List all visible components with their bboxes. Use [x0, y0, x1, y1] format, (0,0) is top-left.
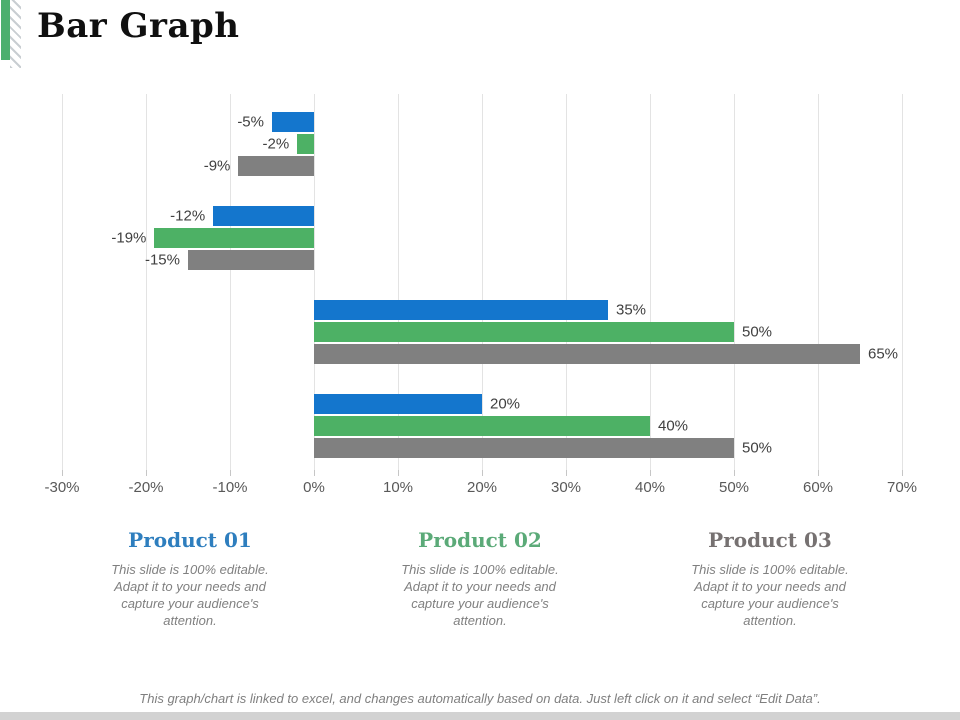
bar-value-label: -12%: [170, 207, 206, 225]
gridline: [62, 94, 63, 470]
product-03-description: This slide is 100% editable. Adapt it to…: [691, 562, 849, 629]
product-03-title: Product 03: [708, 528, 832, 552]
product-03-block: Product 03 This slide is 100% editable. …: [675, 528, 865, 630]
gridline: [482, 94, 483, 470]
axis-tick-label: -10%: [212, 479, 248, 496]
page-title: Bar Graph: [37, 6, 240, 46]
axis-tick-label: 0%: [303, 479, 325, 496]
bar-value-label: 50%: [742, 323, 773, 341]
bar-product-02: [154, 228, 314, 248]
gridline: [650, 94, 651, 470]
bar-product-03: [314, 438, 734, 458]
bar-value-label: 20%: [490, 395, 521, 413]
axis-tick-label: 30%: [550, 479, 582, 496]
axis-tick-label: 40%: [634, 479, 666, 496]
footer-note: This graph/chart is linked to excel, and…: [139, 691, 821, 706]
axis-tick: [902, 470, 903, 476]
gridline: [734, 94, 735, 470]
gridline: [314, 94, 315, 470]
bottom-band-decoration: [0, 712, 960, 720]
axis-tick-label: 50%: [718, 479, 750, 496]
green-bar-decoration: [1, 0, 10, 60]
gridline: [230, 94, 231, 470]
bar-product-02: [297, 134, 314, 154]
axis-tick: [62, 470, 63, 476]
axis-tick: [230, 470, 231, 476]
gridline: [146, 94, 147, 470]
axis-tick: [566, 470, 567, 476]
bar-product-03: [238, 156, 314, 176]
axis-tick-label: 20%: [466, 479, 498, 496]
bar-product-02: [314, 322, 734, 342]
axis-tick-label: -20%: [128, 479, 164, 496]
bar-value-label: 50%: [742, 439, 773, 457]
bar-product-01: [272, 112, 314, 132]
gridline: [902, 94, 903, 470]
axis-tick: [818, 470, 819, 476]
bar-value-label: -19%: [111, 229, 147, 247]
bar-product-03: [314, 344, 860, 364]
gridline: [398, 94, 399, 470]
bar-product-01: [213, 206, 314, 226]
axis-tick: [314, 470, 315, 476]
axis-tick: [650, 470, 651, 476]
bar-product-03: [188, 250, 314, 270]
axis-tick: [734, 470, 735, 476]
bar-value-label: 40%: [658, 417, 689, 435]
axis-tick-label: -30%: [44, 479, 80, 496]
product-02-title: Product 02: [418, 528, 542, 552]
gridline: [818, 94, 819, 470]
bar-value-label: -9%: [203, 157, 231, 175]
product-02-block: Product 02 This slide is 100% editable. …: [385, 528, 575, 630]
corner-accent-decoration: [0, 0, 22, 70]
gridline: [566, 94, 567, 470]
axis-tick: [482, 470, 483, 476]
bar-value-label: 65%: [868, 345, 899, 363]
bar-product-02: [314, 416, 650, 436]
plot-area[interactable]: -30% -20% -10% 0% 10% 20% 30% 40% 50% 60% 70% -5% -1…: [44, 94, 917, 496]
bar-product-01: [314, 394, 482, 414]
bar-value-label: -2%: [262, 135, 290, 153]
product-01-description: This slide is 100% editable. Adapt it to…: [111, 562, 269, 629]
hatch-stripes-decoration: [10, 0, 21, 68]
axis-tick: [398, 470, 399, 476]
bar-value-label: 35%: [616, 301, 647, 319]
axis-tick-label: 70%: [886, 479, 918, 496]
bar-value-label: -5%: [237, 113, 264, 131]
bar-value-label: -15%: [144, 251, 180, 269]
axis-tick-label: 60%: [802, 479, 834, 496]
product-01-block: Product 01 This slide is 100% editable. …: [95, 528, 285, 630]
axis-tick: [146, 470, 147, 476]
axis-tick-label: 10%: [382, 479, 414, 496]
bar-product-01: [314, 300, 608, 320]
product-01-title: Product 01: [128, 528, 252, 552]
product-02-description: This slide is 100% editable. Adapt it to…: [401, 562, 559, 629]
